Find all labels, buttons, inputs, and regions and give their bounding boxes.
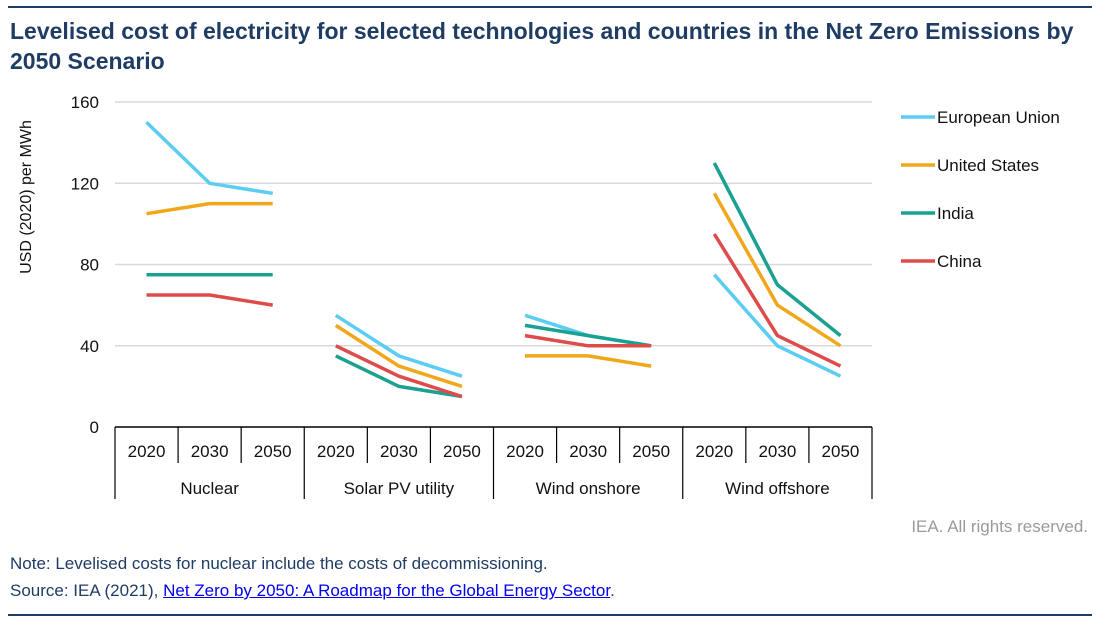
series-line-european-union	[712, 273, 842, 378]
series-line-european-union	[334, 313, 463, 378]
legend-label-european-union: European Union	[937, 108, 1060, 127]
footnote: Note: Levelised costs for nuclear includ…	[10, 554, 548, 573]
group-label: Wind offshore	[725, 479, 830, 498]
series-line-china	[146, 293, 273, 307]
series-line-united-states	[712, 192, 842, 348]
legend-label-united-states: United States	[937, 156, 1039, 175]
copyright-credit: IEA. All rights reserved.	[911, 517, 1088, 536]
legend-label-india: India	[937, 204, 974, 223]
series-line-european-union	[145, 121, 273, 196]
source-suffix: .	[610, 581, 615, 600]
x-tick-label: 2020	[695, 442, 733, 461]
y-axis-title: USD (2020) per MWh	[18, 120, 35, 274]
x-tick-label: 2030	[191, 442, 229, 461]
group-label: Solar PV utility	[344, 479, 455, 498]
series-line-china	[524, 333, 652, 348]
series-line-china	[712, 233, 842, 368]
series-line-india	[524, 323, 652, 348]
x-tick-label: 2030	[569, 442, 607, 461]
group-label: Nuclear	[180, 479, 239, 498]
group-label: Wind onshore	[536, 479, 641, 498]
top-rule	[8, 6, 1092, 8]
chart-title: Levelised cost of electricity for select…	[10, 18, 1074, 74]
x-tick-label: 2030	[380, 442, 418, 461]
series-line-india	[712, 162, 842, 337]
y-tick-label: 0	[90, 418, 99, 437]
series-line-united-states	[334, 323, 463, 389]
x-tick-label: 2050	[822, 442, 860, 461]
source-line: Source: IEA (2021), Net Zero by 2050: A …	[10, 581, 615, 601]
series-line-india	[335, 354, 463, 399]
x-tick-label: 2050	[443, 442, 481, 461]
source-link[interactable]: Net Zero by 2050: A Roadmap for the Glob…	[163, 581, 611, 600]
legend-label-china: China	[937, 252, 982, 271]
x-tick-label: 2020	[128, 442, 166, 461]
series-line-united-states	[525, 354, 652, 368]
y-tick-label: 80	[80, 256, 99, 275]
source-prefix: Source: IEA (2021),	[10, 581, 164, 600]
x-tick-label: 2050	[632, 442, 670, 461]
series-line-united-states	[146, 201, 273, 216]
y-tick-label: 120	[71, 174, 99, 193]
y-tick-label: 40	[80, 337, 99, 356]
y-tick-label: 160	[71, 93, 99, 112]
x-tick-label: 2020	[506, 442, 544, 461]
bottom-rule	[8, 614, 1092, 616]
x-tick-label: 2020	[317, 442, 355, 461]
x-tick-label: 2030	[758, 442, 796, 461]
x-tick-label: 2050	[254, 442, 292, 461]
series-line-china	[335, 344, 463, 399]
